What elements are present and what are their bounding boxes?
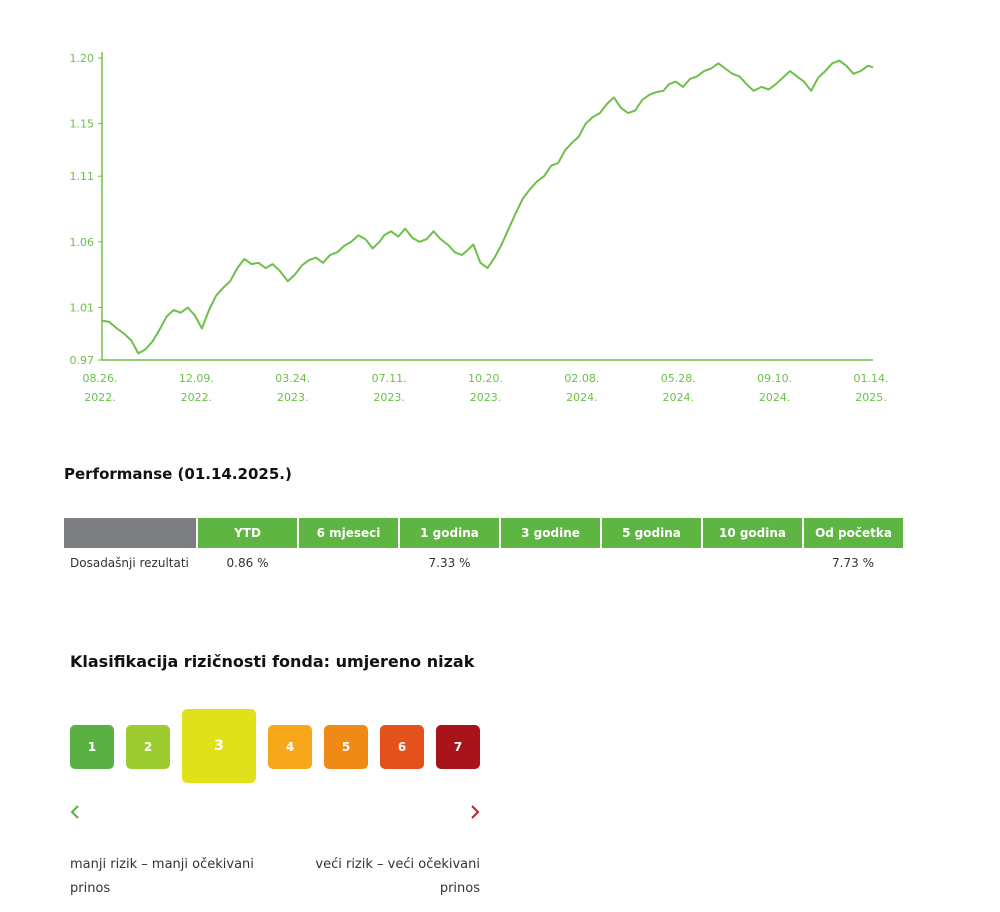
x-tick-label: 08.26. <box>83 372 118 385</box>
x-tick-label: 10.20. <box>468 372 503 385</box>
x-tick-label: 2025. <box>855 391 887 404</box>
y-tick-label: 1.06 <box>70 236 95 249</box>
value-5-years <box>601 548 702 578</box>
header-since-inception: Od početka <box>802 518 903 548</box>
risk-level-3-selected: 3 <box>182 709 256 783</box>
value-6-months <box>298 548 399 578</box>
x-tick-label: 02.08. <box>564 372 599 385</box>
value-3-years <box>500 548 601 578</box>
x-tick-label: 2023. <box>277 391 309 404</box>
y-tick-label: 1.01 <box>70 301 95 314</box>
risk-high-label: veći rizik – veći očekivani prinos <box>315 857 480 896</box>
nav-series-line <box>101 59 874 355</box>
value-10-years <box>702 548 803 578</box>
x-tick-label: 09.10. <box>757 372 792 385</box>
x-tick-label: 2023. <box>470 391 502 404</box>
header-1-year: 1 godina <box>398 518 500 548</box>
risk-title: Klasifikacija rizičnosti fonda: umjereno… <box>70 652 475 671</box>
header-5-years: 5 godina <box>600 518 702 548</box>
arrow-left-icon <box>70 805 79 819</box>
x-tick-label: 2024. <box>759 391 791 404</box>
value-ytd: 0.86 % <box>226 556 269 570</box>
x-tick-label: 12.09. <box>179 372 214 385</box>
performance-table: YTD 6 mjeseci 1 godina 3 godine 5 godina… <box>64 518 903 578</box>
x-tick-label: 2024. <box>663 391 695 404</box>
x-tick-label: 2024. <box>566 391 598 404</box>
performance-header-row: YTD 6 mjeseci 1 godina 3 godine 5 godina… <box>64 518 903 548</box>
risk-level-1: 1 <box>70 725 114 769</box>
risk-level-2: 2 <box>126 725 170 769</box>
value-since-inception: 7.73 % <box>832 556 874 570</box>
x-tick-label: 03.24. <box>275 372 310 385</box>
header-ytd: YTD <box>196 518 298 548</box>
value-1-year: 7.33 % <box>428 556 471 570</box>
risk-low-label: manji rizik – manji očekivani prinos <box>70 857 254 896</box>
y-tick-label: 1.11 <box>70 170 95 183</box>
risk-gradient-arrow <box>70 805 480 819</box>
header-blank <box>64 518 197 548</box>
header-3-years: 3 godine <box>499 518 601 548</box>
header-6-months: 6 mjeseci <box>297 518 399 548</box>
table-row: Dosadašnji rezultati 0.86 % 7.33 % 7.73 … <box>64 548 903 578</box>
nav-line-chart: 0.97 1.01 1.06 1.11 1.15 1.20 08.26. 2022. 12.09… <box>0 0 1000 420</box>
x-tick-label: 2022. <box>181 391 213 404</box>
risk-level-6: 6 <box>380 725 424 769</box>
x-tick-label: 01.14. <box>854 372 889 385</box>
y-tick-label: 1.20 <box>70 52 95 65</box>
y-tick-label: 0.97 <box>70 354 95 367</box>
x-tick-label: 07.11. <box>372 372 407 385</box>
risk-level-5: 5 <box>324 725 368 769</box>
performance-title: Performanse (01.14.2025.) <box>64 465 292 483</box>
x-tick-label: 05.28. <box>661 372 696 385</box>
row-label: Dosadašnji rezultati <box>70 556 189 570</box>
y-tick-label: 1.15 <box>70 118 95 131</box>
header-10-years: 10 godina <box>701 518 803 548</box>
chart-svg: 0.97 1.01 1.06 1.11 1.15 1.20 08.26. 2022. 12.09… <box>70 52 889 404</box>
x-tick-label: 2022. <box>84 391 116 404</box>
risk-level-4: 4 <box>268 725 312 769</box>
risk-level-7: 7 <box>436 725 480 769</box>
arrow-right-icon <box>471 805 480 819</box>
x-tick-label: 2023. <box>373 391 405 404</box>
